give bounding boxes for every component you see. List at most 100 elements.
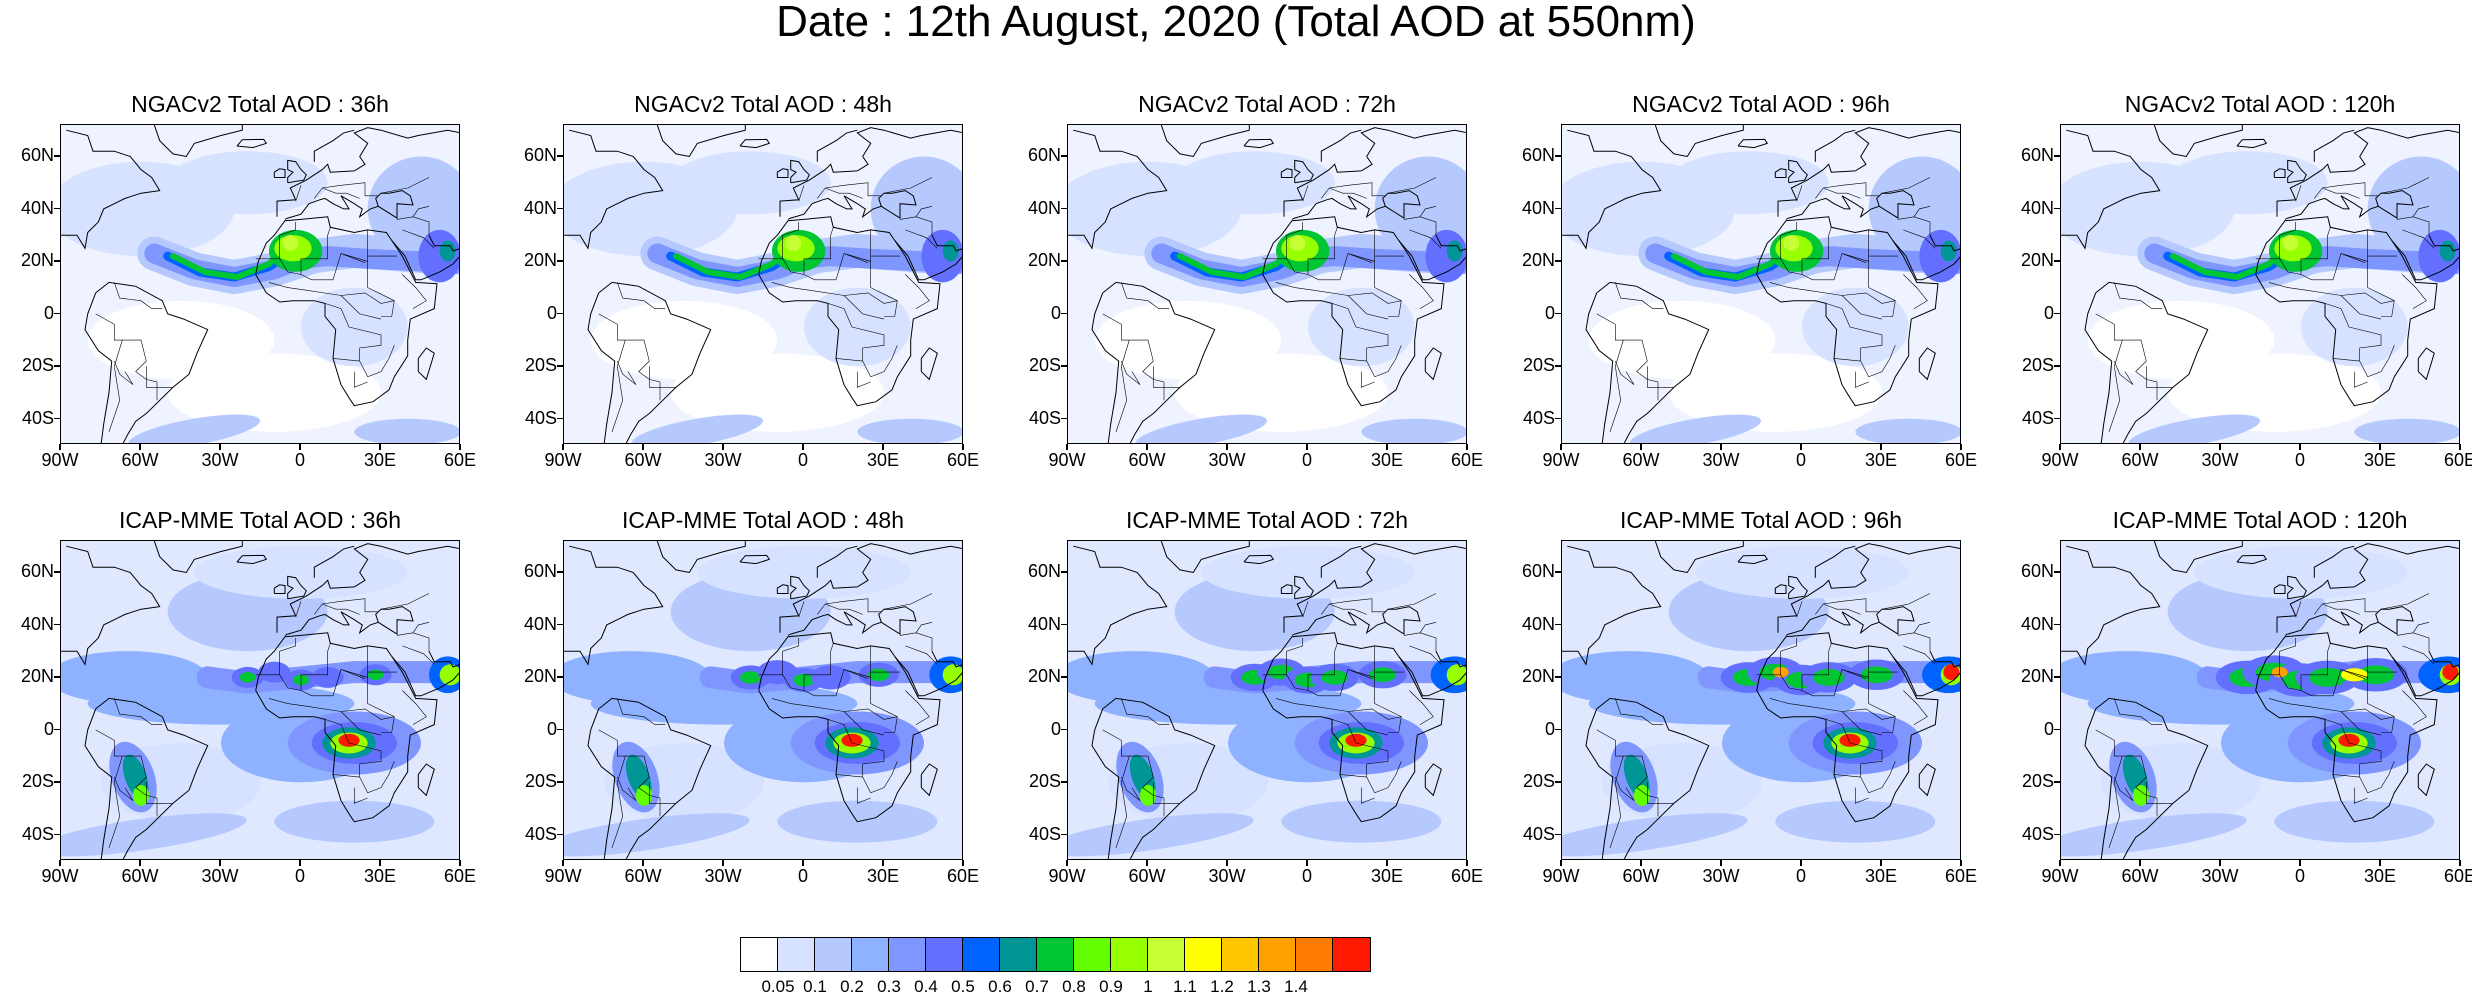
lat-tick-label: 60N	[1027, 561, 1061, 582]
lat-tick	[54, 728, 60, 731]
lat-tick-label: 40S	[21, 823, 54, 844]
lat-tick-label: 60N	[1521, 145, 1555, 166]
lat-tick	[1061, 728, 1067, 731]
lon-tick-label: 30W	[2201, 450, 2239, 470]
lat-tick	[54, 207, 60, 210]
lat-tick-label: 20S	[1028, 771, 1061, 792]
lat-tick-label: 20N	[1027, 250, 1061, 271]
colorbar-label: 1	[1143, 977, 1153, 996]
lat-tick-label: 20N	[1521, 250, 1555, 271]
lat-tick	[1555, 833, 1561, 836]
lon-tick-label: 60W	[624, 450, 662, 470]
lon-tick	[962, 860, 964, 866]
lon-tick-label: 90W	[1048, 866, 1086, 886]
lon-tick	[219, 444, 221, 450]
lon-tick-label: 90W	[1542, 450, 1580, 470]
lat-tick	[2054, 207, 2060, 210]
lon-tick-label: 90W	[544, 866, 582, 886]
lon-tick	[2459, 860, 2461, 866]
lon-tick-label: 90W	[41, 450, 79, 470]
lat-tick	[1555, 260, 1561, 262]
lat-tick	[1555, 365, 1561, 367]
lat-tick	[2054, 365, 2060, 367]
lat-tick-label: 60N	[2020, 561, 2054, 582]
lon-tick	[1306, 860, 1308, 866]
lat-tick-label: 20S	[1522, 771, 1555, 792]
lat-tick	[2054, 781, 2060, 783]
lat-tick	[557, 417, 563, 420]
aod-map	[1067, 124, 1467, 444]
panel-title: NGACv2 Total AOD : 96h	[1632, 91, 1890, 117]
lat-tick	[2054, 260, 2060, 262]
lon-tick-label: 60W	[1128, 450, 1166, 470]
aod-map	[60, 124, 460, 444]
lon-tick-label: 60E	[946, 866, 980, 886]
lat-tick-label: 0	[2043, 718, 2054, 739]
lat-tick	[1555, 312, 1561, 315]
lat-tick-label: 40N	[1027, 613, 1061, 634]
lat-tick-label: 0	[43, 718, 54, 739]
colorbar-swatch	[1074, 938, 1111, 971]
aod-field	[2061, 125, 2459, 443]
lat-tick	[557, 676, 563, 678]
lat-tick-label: 40N	[523, 197, 557, 218]
lon-tick-label: 30W	[1208, 866, 1246, 886]
colorbar-label: 0.1	[803, 977, 827, 996]
lon-tick-label: 60E	[2443, 866, 2472, 886]
lon-tick	[1560, 444, 1562, 450]
lat-tick-label: 0	[546, 718, 557, 739]
lat-tick-label: 20S	[524, 355, 557, 376]
lon-tick	[1800, 860, 1802, 866]
lat-tick	[1555, 728, 1561, 731]
lat-tick	[2054, 728, 2060, 731]
lon-tick	[562, 444, 564, 450]
lat-tick	[2054, 676, 2060, 678]
panel-title: ICAP-MME Total AOD : 96h	[1619, 507, 1903, 533]
lat-tick-label: 40S	[524, 823, 557, 844]
lon-tick	[2219, 444, 2221, 450]
lat-tick-label: 20N	[20, 250, 54, 271]
lon-tick-label: 90W	[1542, 866, 1580, 886]
lon-tick-label: 60W	[1622, 866, 1660, 886]
lon-tick-label: 30W	[2201, 866, 2239, 886]
aod-field	[1562, 125, 1960, 443]
lat-tick-label: 40S	[2021, 407, 2054, 428]
lon-tick-label: 30E	[866, 450, 900, 470]
lon-tick-label: 90W	[2041, 450, 2079, 470]
lon-tick-label: 0	[1795, 866, 1807, 886]
lat-tick	[1555, 417, 1561, 420]
lat-tick-label: 40N	[2020, 613, 2054, 634]
lat-tick	[2054, 155, 2060, 157]
lon-tick	[2219, 860, 2221, 866]
lat-tick-label: 20N	[20, 666, 54, 687]
lon-tick	[1880, 860, 1882, 866]
map-panel: ICAP-MME Total AOD : 72h 60N 40N 20N 0 20S 40S…	[1028, 508, 1483, 908]
lon-tick-label: 60W	[1128, 866, 1166, 886]
colorbar-label: 0.7	[1025, 977, 1049, 996]
lon-tick-label: 60E	[443, 866, 477, 886]
lon-tick-label: 30W	[1702, 450, 1740, 470]
lat-tick	[54, 571, 60, 573]
lon-tick	[642, 860, 644, 866]
lat-tick	[557, 728, 563, 731]
lon-tick	[1066, 860, 1068, 866]
lon-tick	[59, 444, 61, 450]
lon-tick-label: 30E	[866, 866, 900, 886]
lon-tick-label: 60W	[121, 450, 159, 470]
lon-tick	[2059, 444, 2061, 450]
map-panel: ICAP-MME Total AOD : 48h 60N 40N 20N 0 20S 40S…	[524, 508, 979, 908]
aod-map	[1067, 540, 1467, 860]
lat-tick-label: 0	[546, 302, 557, 323]
lon-tick-label: 60E	[1450, 450, 1484, 470]
lat-tick-label: 0	[43, 302, 54, 323]
lon-tick	[139, 444, 141, 450]
colorbar-swatch	[1111, 938, 1148, 971]
lat-tick	[1061, 312, 1067, 315]
colorbar-label: 0.05	[761, 977, 795, 996]
lon-tick-label: 30W	[1208, 450, 1246, 470]
map-panel: ICAP-MME Total AOD : 120h 60N 40N 20N 0 20S 40…	[2021, 508, 2472, 908]
lon-tick-label: 30W	[704, 450, 742, 470]
lat-tick	[557, 571, 563, 573]
aod-map	[563, 540, 963, 860]
lat-tick	[557, 623, 563, 626]
